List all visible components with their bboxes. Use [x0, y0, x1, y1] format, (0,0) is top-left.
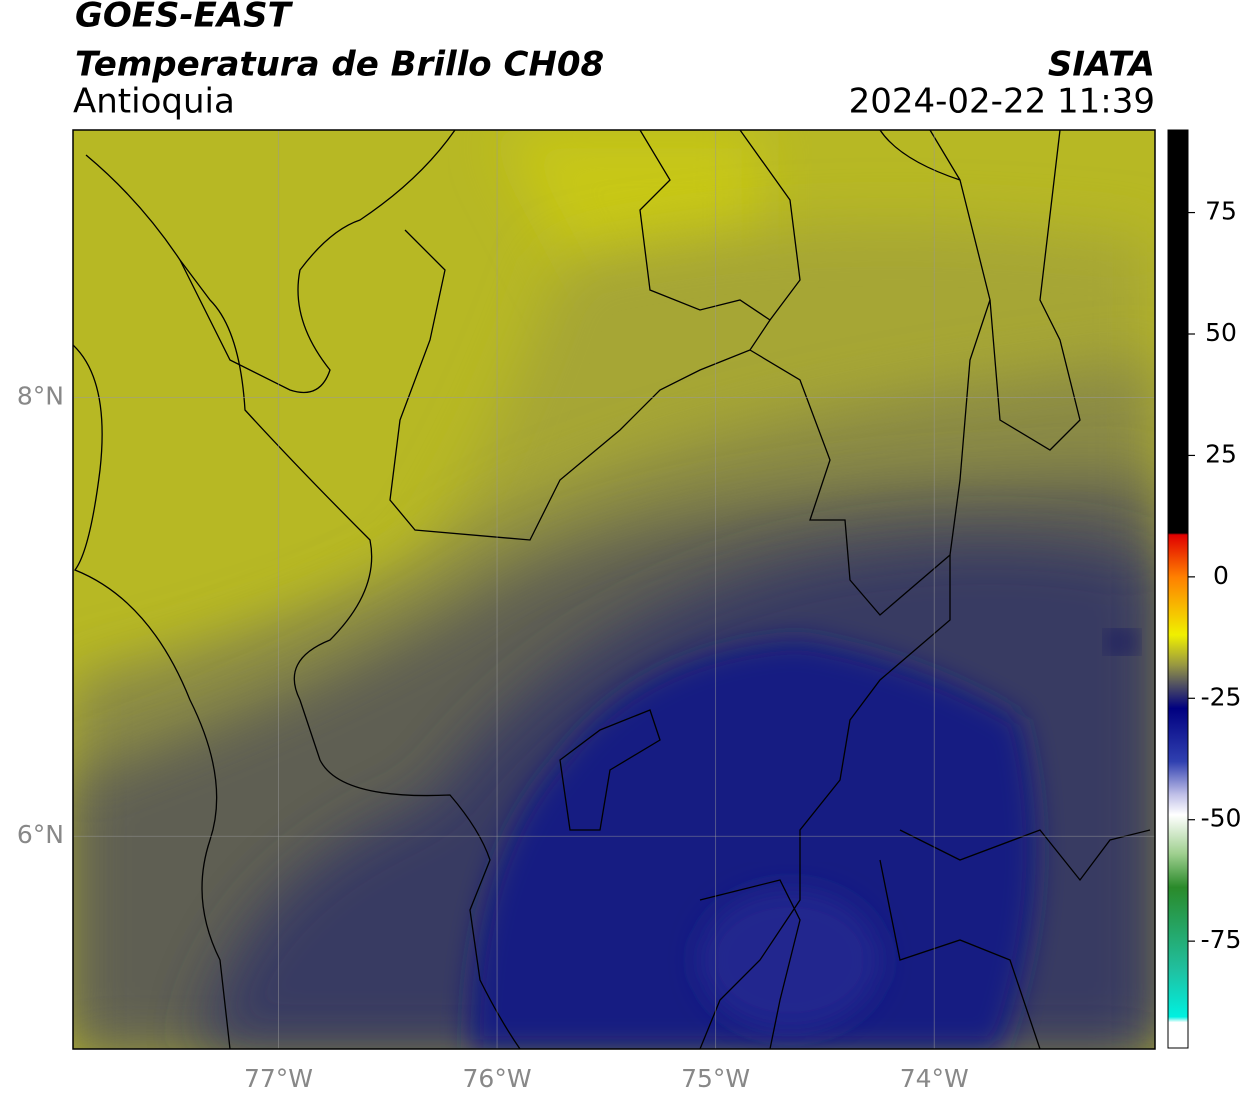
colorbar-tick-label: -50 [1201, 804, 1242, 833]
source: SIATA [1048, 45, 1155, 85]
grid [73, 130, 1155, 1049]
timestamp: 2024-02-22 11:39 [849, 82, 1155, 122]
colorbar-tick-label: -75 [1201, 925, 1242, 954]
colorbar-tick-label: -25 [1201, 682, 1242, 711]
x-tick-label: 74°W [900, 1064, 969, 1093]
y-tick-label: 8°N [17, 382, 64, 411]
x-tick-label: 75°W [681, 1064, 750, 1093]
y-tick-label: 6°N [17, 820, 64, 849]
map-image [73, 130, 1155, 1049]
colorbar-tick-label: 0 [1213, 561, 1229, 590]
colorbar-tick-label: 75 [1205, 197, 1237, 226]
map-frame [72, 129, 1156, 1050]
boundaries [73, 130, 1151, 1049]
x-tick-label: 76°W [463, 1064, 532, 1093]
title: GOES-EAST [75, 0, 294, 36]
subtitle: Temperatura de Brillo CH08 [75, 45, 604, 85]
x-tick-label: 77°W [244, 1064, 313, 1093]
colorbar [1167, 129, 1189, 1049]
colorbar-tick-label: 50 [1205, 318, 1237, 347]
colorbar-tick-label: 25 [1205, 439, 1237, 468]
region: Antioquia [73, 82, 235, 122]
